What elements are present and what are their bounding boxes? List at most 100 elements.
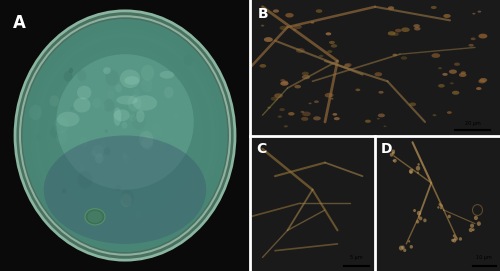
Circle shape: [472, 228, 474, 231]
Ellipse shape: [116, 95, 138, 105]
Ellipse shape: [50, 95, 59, 107]
Circle shape: [284, 125, 288, 127]
Circle shape: [395, 29, 402, 33]
Circle shape: [334, 117, 340, 120]
Circle shape: [390, 153, 394, 157]
Ellipse shape: [140, 125, 151, 137]
Circle shape: [476, 87, 482, 90]
Ellipse shape: [103, 67, 111, 74]
Ellipse shape: [90, 150, 96, 156]
Circle shape: [324, 93, 334, 98]
Circle shape: [301, 117, 308, 121]
Circle shape: [432, 114, 436, 116]
Circle shape: [469, 228, 473, 232]
Ellipse shape: [50, 125, 60, 138]
Ellipse shape: [43, 42, 207, 229]
Ellipse shape: [106, 70, 119, 86]
Circle shape: [410, 170, 412, 173]
Ellipse shape: [116, 147, 124, 156]
Circle shape: [417, 211, 421, 215]
Circle shape: [416, 220, 420, 224]
Circle shape: [414, 27, 420, 30]
Circle shape: [478, 79, 486, 83]
Circle shape: [410, 245, 413, 249]
Ellipse shape: [121, 189, 134, 205]
Circle shape: [438, 84, 444, 88]
Circle shape: [450, 82, 454, 84]
Ellipse shape: [40, 120, 56, 138]
Ellipse shape: [56, 131, 68, 144]
Circle shape: [399, 246, 404, 250]
Circle shape: [327, 50, 332, 53]
Circle shape: [448, 215, 451, 218]
Ellipse shape: [142, 136, 153, 150]
Circle shape: [414, 24, 420, 28]
Ellipse shape: [70, 107, 73, 111]
Circle shape: [449, 69, 457, 74]
Ellipse shape: [54, 117, 68, 134]
Circle shape: [392, 152, 394, 155]
Ellipse shape: [104, 147, 110, 155]
Circle shape: [472, 13, 476, 15]
Polygon shape: [0, 0, 250, 271]
Circle shape: [442, 73, 448, 76]
Circle shape: [392, 54, 398, 56]
Ellipse shape: [64, 71, 72, 82]
Circle shape: [440, 207, 442, 209]
Ellipse shape: [22, 19, 228, 252]
Circle shape: [282, 80, 288, 83]
Circle shape: [452, 238, 456, 243]
Circle shape: [438, 203, 442, 206]
Ellipse shape: [100, 142, 106, 149]
Circle shape: [331, 44, 337, 48]
Ellipse shape: [140, 86, 148, 95]
Ellipse shape: [165, 143, 172, 151]
Circle shape: [459, 73, 466, 77]
Circle shape: [480, 78, 487, 82]
Circle shape: [332, 113, 338, 116]
Ellipse shape: [122, 153, 127, 159]
Circle shape: [423, 218, 426, 222]
Circle shape: [409, 102, 416, 106]
Circle shape: [271, 97, 278, 101]
Circle shape: [294, 85, 301, 88]
Circle shape: [294, 25, 302, 29]
Circle shape: [451, 239, 454, 242]
Circle shape: [260, 64, 266, 68]
Ellipse shape: [80, 164, 85, 171]
Ellipse shape: [74, 98, 90, 112]
Circle shape: [401, 56, 407, 60]
Ellipse shape: [92, 98, 101, 108]
Circle shape: [431, 6, 436, 9]
Text: 20 μm: 20 μm: [464, 121, 480, 126]
Circle shape: [459, 237, 462, 241]
Text: C: C: [256, 142, 266, 156]
Ellipse shape: [78, 171, 92, 188]
Circle shape: [344, 64, 350, 67]
Circle shape: [409, 169, 414, 174]
Ellipse shape: [95, 153, 104, 163]
Circle shape: [403, 249, 406, 252]
Circle shape: [280, 26, 287, 30]
Circle shape: [293, 29, 296, 31]
Ellipse shape: [39, 38, 211, 233]
Circle shape: [280, 108, 285, 111]
Circle shape: [314, 100, 319, 103]
Circle shape: [454, 63, 460, 66]
Ellipse shape: [69, 68, 73, 73]
Ellipse shape: [128, 95, 141, 111]
Circle shape: [278, 115, 282, 118]
Ellipse shape: [174, 112, 178, 118]
Ellipse shape: [29, 105, 42, 120]
Ellipse shape: [116, 185, 120, 191]
Circle shape: [330, 98, 334, 99]
Ellipse shape: [57, 112, 80, 127]
Ellipse shape: [30, 28, 220, 243]
Circle shape: [288, 112, 294, 115]
Circle shape: [388, 6, 394, 10]
Circle shape: [313, 116, 321, 120]
Ellipse shape: [120, 115, 124, 118]
Circle shape: [440, 204, 443, 208]
Ellipse shape: [130, 114, 136, 122]
Ellipse shape: [114, 109, 130, 121]
